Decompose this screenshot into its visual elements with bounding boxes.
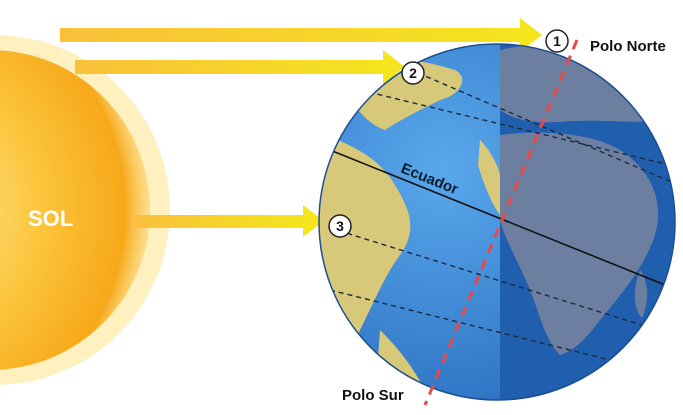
marker-2: 2 bbox=[402, 62, 424, 84]
sun bbox=[0, 35, 170, 385]
marker-3: 3 bbox=[329, 215, 351, 237]
night-side bbox=[500, 30, 683, 415]
south-pole-label: Polo Sur bbox=[342, 387, 404, 404]
europe-landmass bbox=[500, 46, 671, 123]
marker-2-label: 2 bbox=[409, 65, 417, 81]
globe bbox=[318, 30, 683, 415]
marker-1: 1 bbox=[546, 30, 568, 52]
sun-ray-2 bbox=[75, 50, 405, 84]
sun-label: SOL bbox=[28, 206, 73, 231]
north-pole-label: Polo Norte bbox=[590, 38, 666, 55]
marker-3-label: 3 bbox=[336, 218, 344, 234]
marker-1-label: 1 bbox=[553, 33, 561, 49]
